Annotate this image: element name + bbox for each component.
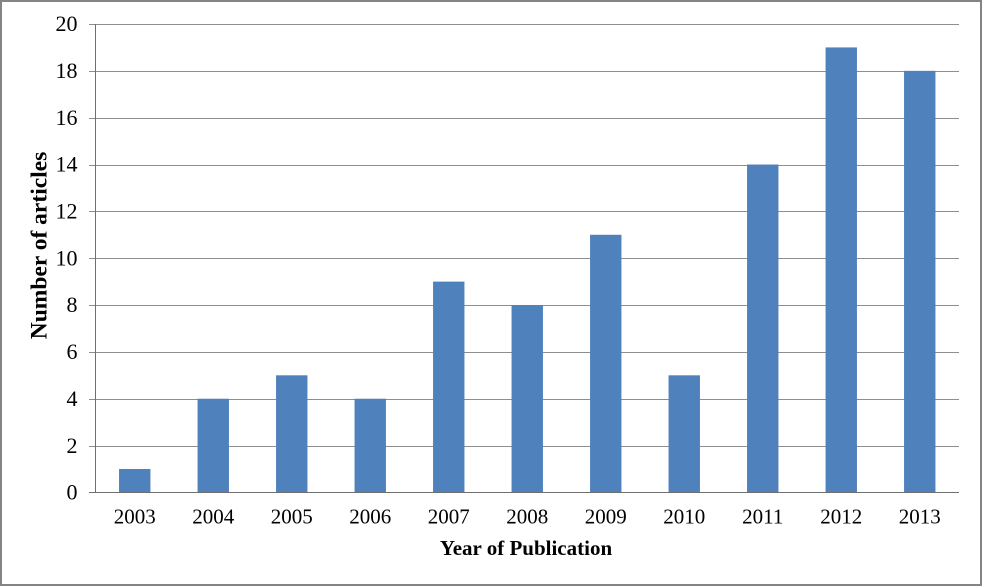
svg-text:2010: 2010: [663, 505, 705, 529]
svg-text:Number of articles: Number of articles: [27, 152, 53, 340]
svg-text:2008: 2008: [506, 505, 548, 529]
svg-text:8: 8: [67, 292, 78, 317]
svg-text:Year of Publication: Year of Publication: [440, 536, 613, 560]
svg-text:6: 6: [67, 339, 78, 364]
svg-text:10: 10: [56, 245, 78, 270]
svg-text:2006: 2006: [349, 505, 391, 529]
svg-text:18: 18: [56, 58, 78, 83]
svg-text:2003: 2003: [114, 505, 156, 529]
svg-text:4: 4: [67, 386, 78, 411]
svg-text:2005: 2005: [271, 505, 313, 529]
svg-text:14: 14: [56, 152, 78, 177]
svg-text:20: 20: [56, 11, 78, 36]
svg-text:2013: 2013: [899, 505, 941, 529]
svg-text:2: 2: [67, 433, 78, 458]
svg-text:2009: 2009: [585, 505, 627, 529]
svg-text:0: 0: [67, 480, 78, 505]
svg-text:2012: 2012: [820, 505, 862, 529]
svg-text:2007: 2007: [428, 505, 470, 529]
svg-text:12: 12: [56, 199, 78, 224]
svg-text:16: 16: [56, 105, 78, 130]
svg-text:2004: 2004: [192, 505, 235, 529]
svg-text:2011: 2011: [742, 505, 783, 529]
